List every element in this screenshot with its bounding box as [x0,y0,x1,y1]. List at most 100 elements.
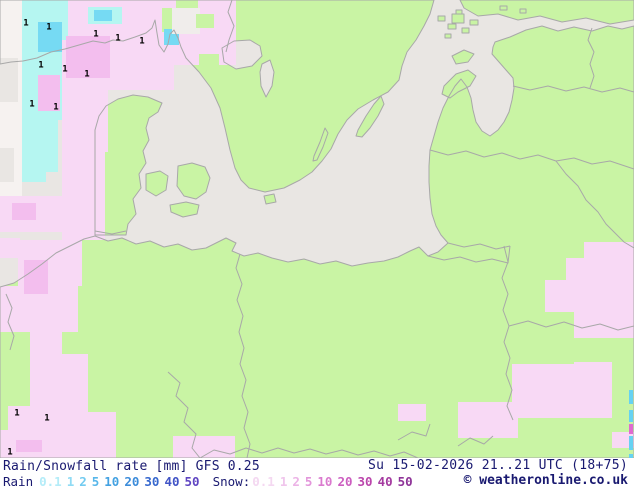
border-germany-czechia [167,371,201,458]
archipelago-islet [456,10,462,14]
hiiumaa-island [451,49,475,65]
saaremaa-island [441,69,477,99]
map-canvas [0,0,634,458]
border-latvia-lithuania [429,149,634,170]
rain-area-light [22,120,58,172]
archipelago-islet [437,15,446,22]
archipelago-islet [445,34,451,38]
snow-scale-value: 0.1 [252,474,275,489]
precip-value-label: 1 [7,447,13,458]
bornholm-island [264,194,276,204]
continental-landmass [0,26,634,458]
border-poland-ukraine [457,435,494,447]
gotland-island [355,95,385,138]
lolland-falster-islands [169,201,200,218]
archipelago-islet [470,20,478,25]
border-poland-belarus [501,245,514,421]
archipelago-islet [519,8,527,14]
snow-area-light [162,0,176,8]
rain-scale-values: 0.1 1 2 5 10 20 30 40 50 [39,474,199,489]
border-norway-sweden [225,0,235,53]
archipelago-islet [520,9,526,13]
archipelago-islet [444,33,452,39]
snow-area-light [598,258,634,314]
snow-area-moderate [38,75,60,111]
archipelago-islet [499,5,508,11]
rain-area-moderate [94,10,112,21]
precip-value-label: 1 [38,60,44,71]
bornholm-island [263,193,277,205]
archipelago-islet [448,24,456,29]
precip-legend: Rain 0.1 1 2 5 10 20 30 40 50 Snow: 0.1 1 2 5 10 20 30… [3,474,413,489]
jutland-peninsula [95,95,162,235]
snow-scale-label: Snow: [212,474,251,489]
border-kaliningrad-north [447,242,511,250]
snow-scale-value: 5 [304,474,313,489]
snow-area-light [458,402,518,438]
finland-coast [459,0,634,25]
edge-dash-rain [629,436,633,450]
lolland-falster-islands [170,202,199,217]
precip-value-label: 1 [53,102,59,113]
country-borders [5,0,634,458]
rain-area-moderate [38,22,62,52]
border-estonia-latvia [512,85,634,93]
funen-island [145,170,169,197]
snow-area-light [8,406,78,434]
precip-value-label: 1 [62,64,68,75]
aland-island [452,14,464,23]
snow-area-light [173,436,235,458]
continental-landmass [0,25,634,458]
rain-scale-label: Rain [3,474,34,489]
snow-scale-value: 40 [377,474,393,489]
aland-island [451,13,465,24]
land-patch [199,54,219,69]
footer-bar: Rain/Snowfall rate [mm] GFS 0.25 Su 15-0… [0,458,634,490]
product-title: Rain/Snowfall rate [mm] GFS 0.25 [3,459,260,474]
rain-scale-value: 10 [104,474,120,489]
coastline-overlay [0,0,634,458]
snow-area-moderate [16,440,42,452]
snow-area-light [0,238,20,258]
dry-gap-patch [172,8,200,34]
precip-value-label: 1 [44,413,50,424]
snow-area-moderate [12,203,36,220]
archipelago-islet [438,16,445,21]
border-estonia-russia [587,27,595,89]
snow-scale-value: 20 [337,474,353,489]
edge-strip-gap [0,148,14,182]
lake-vanern [221,39,263,70]
gotland-island [356,96,384,137]
edge-dash-rain [629,390,633,404]
weather-map: 1 1 1 1 1 1 1 1 1 1 1 1 1 [0,0,634,458]
zealand-island [177,163,210,199]
snow-scale-value: 10 [317,474,333,489]
snow-area-light [30,324,62,356]
archipelago-islet [447,23,457,30]
rain-scale-value: 0.1 [39,474,62,489]
lake-vattern [259,59,275,98]
precipitation-overlays [0,0,634,458]
precip-value-label: 1 [14,408,20,419]
snow-scale-values: 0.1 1 2 5 10 20 30 40 50 [252,474,412,489]
precip-value-label: 1 [29,99,35,110]
precip-value-label: 1 [93,29,99,40]
precip-value-label: 1 [23,18,29,29]
snow-area-moderate [24,260,48,294]
border-belarus-horizontal [508,320,634,331]
snow-area-light [612,432,634,448]
edge-dash-rain [629,410,633,422]
oland-island [312,127,329,162]
rain-scale-value: 5 [91,474,100,489]
oland-island [313,128,328,161]
snow-scale-value: 30 [357,474,373,489]
snow-area-light [512,394,612,418]
archipelago-islet [462,28,469,33]
archipelago-islet [500,6,507,10]
rain-scale-value: 2 [79,474,87,489]
rain-area-light [22,168,46,182]
coastline-strokes [0,0,634,458]
snow-scale-value: 1 [279,474,288,489]
jutland-peninsula [94,94,163,236]
snow-area-light [62,90,108,152]
